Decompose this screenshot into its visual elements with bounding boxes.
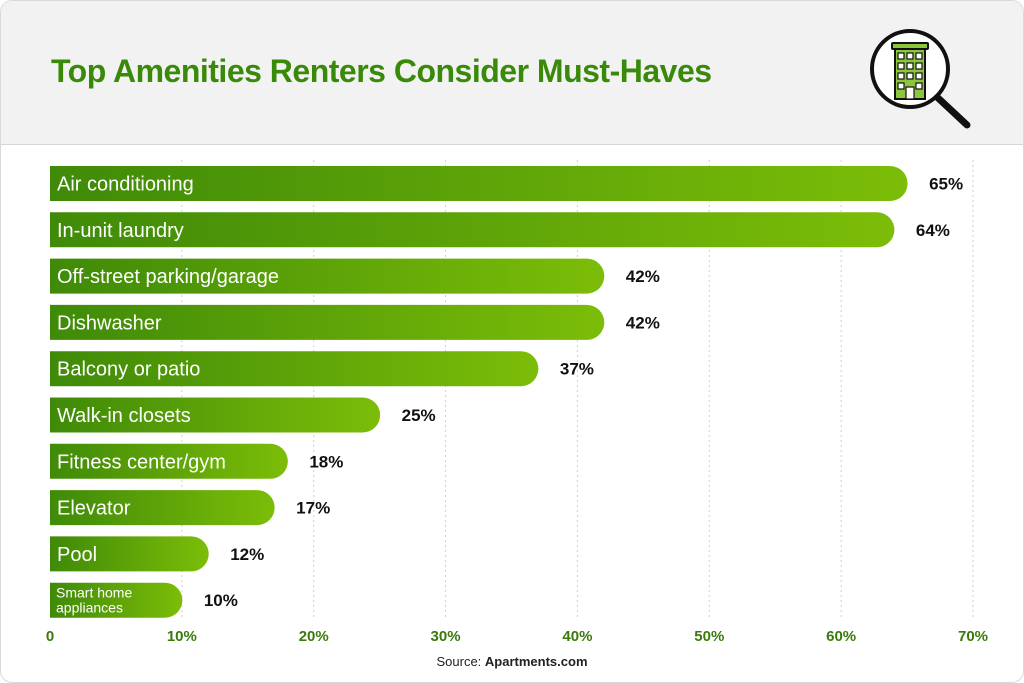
x-tick-label: 50% — [694, 628, 724, 645]
bar-category-label: Elevator — [57, 498, 131, 520]
bar — [50, 304, 605, 340]
bar-row: Smart home appliances 10% — [50, 582, 238, 618]
bar-category-label: Fitness center/gym — [57, 451, 226, 473]
x-tick-label: 30% — [431, 628, 461, 645]
bar-value-label: 18% — [309, 452, 343, 471]
bar-category-label: Off-street parking/garage — [57, 266, 279, 288]
bar — [50, 397, 381, 433]
bar-value-label: 42% — [626, 313, 660, 332]
bar-value-label: 64% — [916, 221, 950, 240]
bar-row: Air conditioning 65% — [50, 166, 963, 201]
bar-row: Dishwasher 42% — [50, 304, 660, 340]
bar-value-label: 37% — [560, 360, 594, 379]
bar-value-label: 42% — [626, 267, 660, 286]
bar-category-label: Air conditioning — [57, 174, 194, 196]
bar-row: Elevator 17% — [50, 490, 330, 526]
bar-category-label: Pool — [57, 544, 97, 566]
bar-value-label: 25% — [402, 406, 436, 425]
bar-category-label: Walk-in closets — [57, 405, 191, 427]
x-tick-label: 10% — [167, 628, 197, 645]
bar-row: Pool 12% — [50, 536, 264, 572]
bar-row: Walk-in closets 25% — [50, 397, 436, 433]
bar-category-label: Smart home appliances — [56, 585, 132, 616]
bar — [50, 443, 288, 479]
bar-row: Balcony or patio 37% — [50, 351, 594, 387]
bar-value-label: 12% — [230, 545, 264, 564]
x-tick-label: 70% — [958, 628, 988, 645]
bar — [50, 536, 209, 572]
chart-title: Top Amenities Renters Consider Must-Have… — [51, 53, 712, 89]
x-tick-label: 60% — [826, 628, 856, 645]
source-note: Source: Apartments.com — [0, 654, 1024, 669]
bar — [50, 582, 183, 618]
bar-value-label: 65% — [929, 175, 963, 194]
building-magnifier-icon — [863, 21, 983, 136]
bar-row: In-unit laundry 64% — [50, 212, 950, 248]
bar-row: Fitness center/gym 18% — [50, 443, 343, 479]
bar — [50, 490, 275, 526]
x-tick-label: 20% — [299, 628, 329, 645]
source-label: Source: — [436, 654, 482, 669]
bar-row: Off-street parking/garage 42% — [50, 258, 660, 294]
bar-category-label: In-unit laundry — [57, 220, 184, 242]
bar-value-label: 17% — [296, 499, 330, 518]
bar-category-label: Balcony or patio — [57, 359, 200, 381]
bar — [50, 166, 908, 201]
bar-value-label: 10% — [204, 591, 238, 610]
bar-category-label: Dishwasher — [57, 312, 162, 334]
x-tick-label: 40% — [562, 628, 592, 645]
x-tick-label: 0 — [46, 628, 54, 645]
bar — [50, 351, 539, 387]
bar — [50, 258, 605, 294]
header-band: Top Amenities Renters Consider Must-Have… — [1, 1, 1023, 145]
bar — [50, 212, 895, 248]
source-name: Apartments.com — [484, 654, 588, 669]
